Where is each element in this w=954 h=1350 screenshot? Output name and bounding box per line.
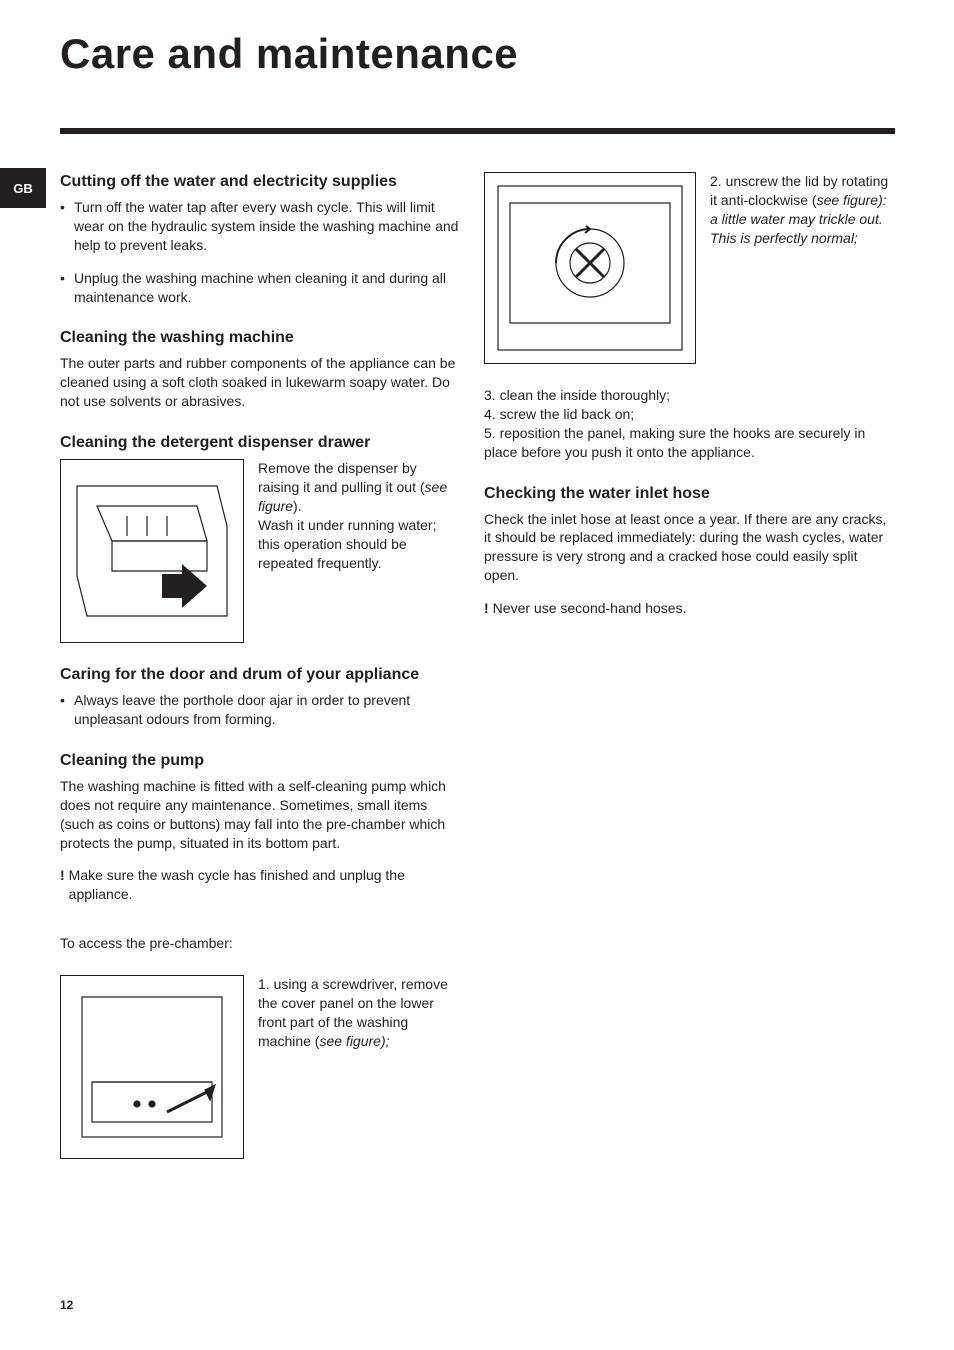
language-tab: GB (0, 168, 46, 208)
section-cleaning-machine: Cleaning the washing machine The outer p… (60, 328, 460, 411)
body-text: The washing machine is fitted with a sel… (60, 777, 460, 853)
body-text: Check the inlet hose at least once a yea… (484, 510, 896, 586)
heading-water-electricity: Cutting off the water and electricity su… (60, 172, 460, 192)
list-item: Unplug the washing machine when cleaning… (74, 269, 460, 307)
body-text: The outer parts and rubber components of… (60, 354, 460, 411)
section-door-drum: Caring for the door and drum of your app… (60, 665, 460, 729)
step-text: 3. clean the inside thoroughly; (484, 386, 896, 405)
figure-lid-unscrew (484, 172, 696, 364)
section-step2-figure: 2. unscrew the lid by rotating it anti-c… (484, 172, 896, 364)
text-fragment-italic: see figure (817, 192, 878, 208)
step-text: 5. reposition the panel, making sure the… (484, 424, 896, 462)
text-fragment: Make sure the wash cycle has finished an… (69, 866, 460, 904)
figure-drawer (60, 459, 244, 643)
step-text: 4. screw the lid back on; (484, 405, 896, 424)
warning-icon: ! (484, 599, 489, 618)
title-divider (60, 128, 895, 134)
section-detergent-drawer: Cleaning the detergent dispenser drawer … (60, 433, 460, 643)
text-fragment: Never use second-hand hoses. (493, 599, 687, 618)
body-text: 1. using a screwdriver, remove the cover… (258, 975, 460, 1159)
heading-detergent-drawer: Cleaning the detergent dispenser drawer (60, 433, 460, 453)
heading-cleaning-machine: Cleaning the washing machine (60, 328, 460, 348)
text-fragment: ); (381, 1033, 390, 1049)
list-item: Turn off the water tap after every wash … (74, 198, 460, 255)
warning-text: ! Make sure the wash cycle has finished … (60, 866, 460, 904)
left-column: Cutting off the water and electricity su… (60, 172, 460, 1181)
text-fragment: Wash it under running water; this operat… (258, 517, 436, 571)
page-number: 12 (60, 1298, 73, 1312)
steps-3-5: 3. clean the inside thoroughly; 4. screw… (484, 386, 896, 462)
text-fragment: Remove the dispenser by raising it and p… (258, 460, 425, 495)
heading-door-drum: Caring for the door and drum of your app… (60, 665, 460, 685)
body-text: 2. unscrew the lid by rotating it anti-c… (710, 172, 896, 364)
heading-cleaning-pump: Cleaning the pump (60, 751, 460, 771)
warning-text: ! Never use second-hand hoses. (484, 599, 896, 618)
section-water-electricity: Cutting off the water and electricity su… (60, 172, 460, 306)
list-item: Always leave the porthole door ajar in o… (74, 691, 460, 729)
text-fragment-italic: see figure (319, 1033, 380, 1049)
right-column: 2. unscrew the lid by rotating it anti-c… (484, 172, 896, 640)
section-inlet-hose: Checking the water inlet hose Check the … (484, 484, 896, 618)
body-text: Remove the dispenser by raising it and p… (258, 459, 460, 643)
figure-cover-panel (60, 975, 244, 1159)
warning-icon: ! (60, 866, 65, 904)
body-text: To access the pre-chamber: (60, 934, 460, 953)
text-fragment: ). (293, 498, 302, 514)
page-title: Care and maintenance (60, 30, 518, 78)
section-cleaning-pump: Cleaning the pump The washing machine is… (60, 751, 460, 1159)
heading-inlet-hose: Checking the water inlet hose (484, 484, 896, 504)
